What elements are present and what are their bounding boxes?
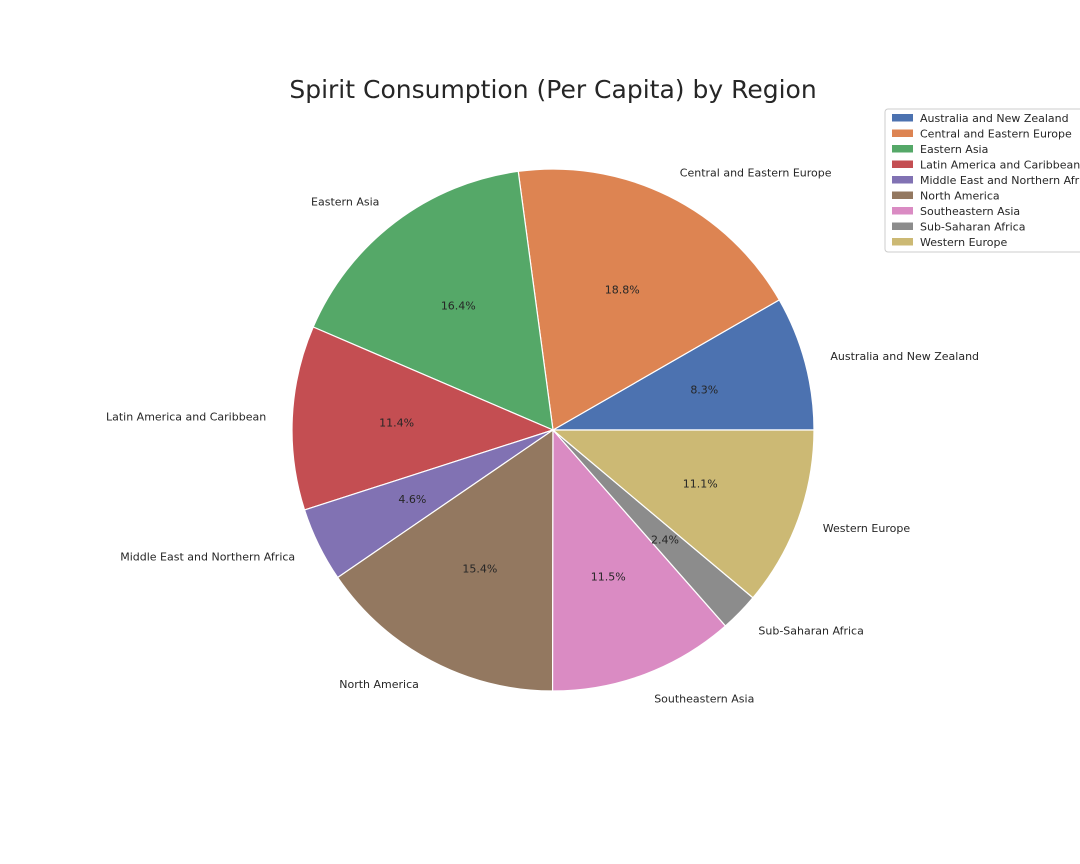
pie-slice-southeastern-asia: [551, 428, 727, 692]
legend-label-latin-america-and-caribbean: Latin America and Caribbean: [920, 159, 1080, 172]
legend-swatch-australia-and-new-zealand: [892, 114, 913, 122]
legend-label-southeastern-asia: Southeastern Asia: [920, 205, 1020, 218]
legend-swatch-north-america: [892, 191, 913, 199]
percent-label-latin-america-and-caribbean: 11.4%: [379, 417, 414, 430]
percent-label-australia-and-new-zealand: 8.3%: [690, 384, 718, 397]
percent-label-eastern-asia: 16.4%: [441, 299, 476, 312]
legend-label-sub-saharan-africa: Sub-Saharan Africa: [920, 221, 1025, 234]
percent-label-middle-east-and-northern-africa: 4.6%: [398, 493, 426, 506]
legend-box: [884, 108, 1080, 253]
percent-label-sub-saharan-africa: 2.4%: [651, 533, 679, 546]
percent-label-north-america: 15.4%: [462, 563, 497, 576]
pie-slice-western-europe: [551, 429, 815, 599]
percent-label-central-and-eastern-europe: 18.8%: [605, 284, 640, 297]
legend-swatch-middle-east-and-northern-africa: [892, 176, 913, 184]
percent-label-western-europe: 11.1%: [683, 478, 718, 491]
pie-slices: [291, 168, 815, 692]
pie-slice-eastern-asia: [312, 170, 554, 431]
legend-swatch-eastern-asia: [892, 145, 913, 153]
slice-label-middle-east-and-northern-africa: Middle East and Northern Africa: [120, 550, 295, 563]
chart-title: Spirit Consumption (Per Capita) by Regio…: [289, 75, 816, 104]
legend-label-central-and-eastern-europe: Central and Eastern Europe: [920, 128, 1072, 141]
pie-slice-north-america: [336, 428, 554, 692]
legend-swatch-latin-america-and-caribbean: [892, 160, 913, 168]
slice-label-southeastern-asia: Southeastern Asia: [654, 693, 754, 706]
legend-label-middle-east-and-northern-africa: Middle East and Northern Africa: [920, 174, 1080, 187]
slice-label-sub-saharan-africa: Sub-Saharan Africa: [758, 625, 863, 638]
slice-label-north-america: North America: [339, 678, 419, 691]
slice-label-western-europe: Western Europe: [823, 522, 911, 535]
percent-label-southeastern-asia: 11.5%: [591, 571, 626, 584]
legend-swatch-southeastern-asia: [892, 207, 913, 215]
slice-label-australia-and-new-zealand: Australia and New Zealand: [830, 350, 979, 363]
legend-swatch-central-and-eastern-europe: [892, 129, 913, 137]
pie-slice-central-and-eastern-europe: [517, 168, 781, 431]
legend-label-western-europe: Western Europe: [920, 236, 1008, 249]
legend-swatch-western-europe: [892, 238, 913, 246]
slice-label-latin-america-and-caribbean: Latin America and Caribbean: [106, 411, 266, 424]
slice-label-central-and-eastern-europe: Central and Eastern Europe: [680, 166, 832, 179]
slice-labels: Australia and New Zealand Central and Eas…: [106, 166, 979, 705]
legend-label-north-america: North America: [920, 190, 1000, 203]
legend-label-eastern-asia: Eastern Asia: [920, 143, 988, 156]
pie-slice-australia-and-new-zealand: [550, 299, 815, 431]
legend-label-australia-and-new-zealand: Australia and New Zealand: [920, 112, 1069, 125]
legend-swatch-sub-saharan-africa: [892, 222, 913, 230]
slice-label-eastern-asia: Eastern Asia: [311, 195, 379, 208]
pie-slice-latin-america-and-caribbean: [291, 326, 555, 511]
percent-labels: 8.3% 18.8% 16.4% 11.4% 4.6% 15.4% 11.5% 2.4% 11.…: [379, 284, 718, 584]
legend: Australia and New Zealand Central and Eas…: [884, 108, 1080, 253]
